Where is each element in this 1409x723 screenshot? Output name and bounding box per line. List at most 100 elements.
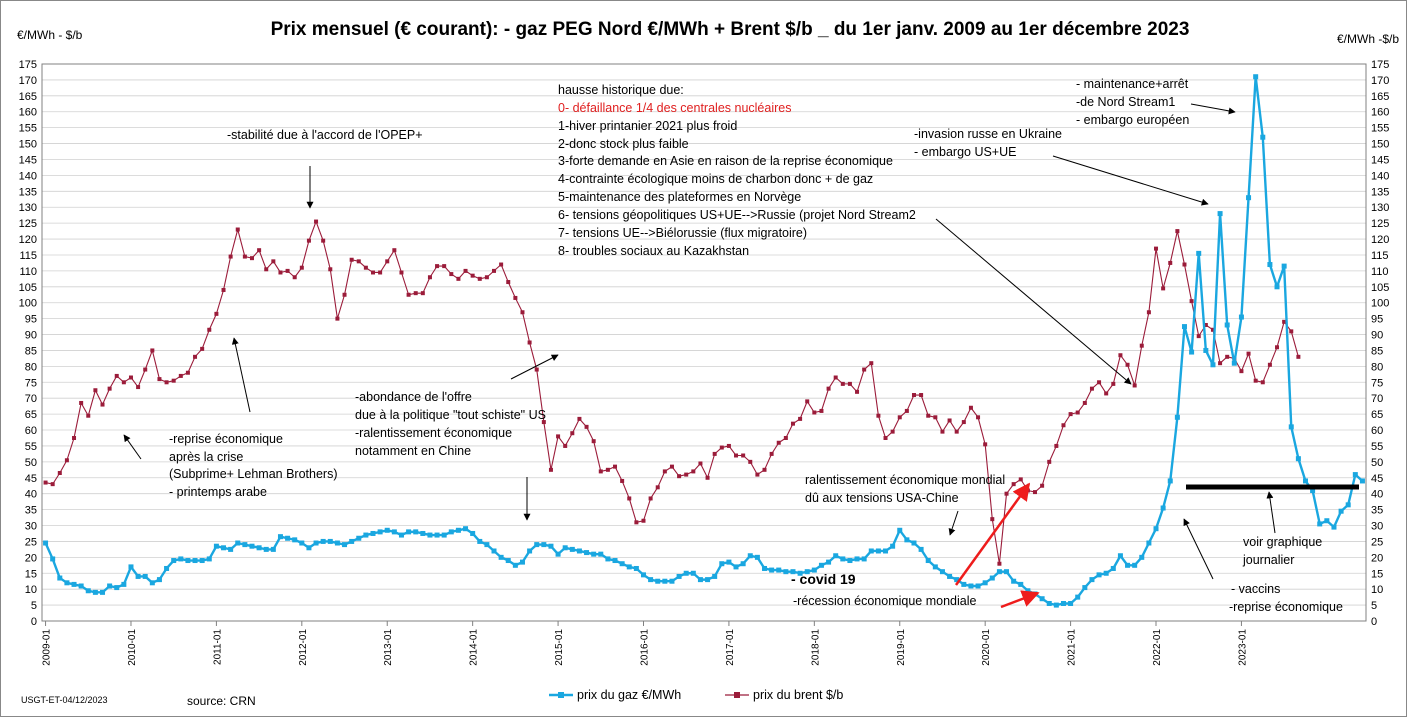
gas-series-point: [427, 532, 433, 538]
annotation-reprise-4: - printemps arabe: [169, 485, 267, 499]
gas-series-point: [519, 559, 525, 565]
y-tick-label-left: 35: [25, 505, 37, 517]
gas-series-point: [861, 556, 867, 562]
legend-gas-marker: [558, 692, 564, 698]
y-tick-label-left: 0: [31, 616, 37, 628]
gas-series-point: [996, 569, 1002, 575]
legend-gas-label: prix du gaz €/MWh: [577, 688, 681, 702]
brent-series-point: [712, 451, 717, 456]
gas-series-point: [370, 530, 376, 536]
brent-series-point: [413, 291, 418, 296]
gas-series-point: [413, 529, 419, 535]
gas-series-point: [270, 546, 276, 552]
brent-series-point: [314, 219, 319, 224]
brent-series-point: [1289, 329, 1294, 334]
x-tick-label: 2014-01: [469, 629, 480, 666]
annotation-voir-1: voir graphique: [1243, 535, 1322, 549]
brent-series-point: [968, 405, 973, 410]
gas-series-point: [1025, 588, 1031, 594]
gas-series-point: [562, 545, 568, 551]
brent-series-point: [1047, 459, 1052, 464]
gas-series-point: [769, 567, 775, 573]
brent-series-point: [378, 270, 383, 275]
gas-series-point: [569, 546, 575, 552]
gas-series-point: [491, 548, 497, 554]
y-tick-label-right: 5: [1371, 600, 1377, 612]
gas-series-point: [548, 543, 554, 549]
annotation-ukraine-2: - embargo US+UE: [914, 145, 1016, 159]
gas-series-point: [875, 548, 881, 554]
brent-series-point: [1075, 410, 1080, 415]
gas-series-point: [1210, 362, 1216, 368]
brent-series-point: [57, 471, 62, 475]
plot-area: [41, 63, 1367, 622]
gas-series-point: [1018, 581, 1024, 587]
gas-series-point: [1046, 600, 1052, 606]
brent-series-point: [285, 268, 290, 273]
y-tick-label-left: 115: [19, 250, 37, 262]
brent-series-point: [249, 256, 254, 261]
gas-series-point: [1203, 347, 1209, 353]
annotation-schiste-3: -ralentissement économique: [355, 426, 512, 440]
y-tick-label-right: 60: [1371, 425, 1383, 437]
brent-series-point: [826, 386, 831, 391]
brent-series-point: [157, 377, 162, 382]
y-tick-label-left: 135: [19, 186, 37, 198]
gas-series-point: [1132, 562, 1138, 568]
brent-series-point: [613, 464, 618, 469]
gas-series-point: [1167, 478, 1173, 484]
annotation-arrows: [123, 103, 1359, 609]
gas-series-point: [705, 577, 711, 583]
brent-series-point: [1111, 381, 1116, 386]
brent-series-point: [1004, 491, 1009, 496]
gas-series-point: [1082, 585, 1088, 591]
gas-series-point: [285, 535, 291, 541]
gas-series-point: [1089, 577, 1095, 583]
brent-series-point: [1118, 353, 1123, 358]
brent-series-point: [86, 413, 91, 418]
y-tick-label-right: 0: [1371, 616, 1377, 628]
y-tick-label-left: 25: [25, 536, 37, 548]
brent-series-point: [107, 386, 112, 391]
brent-series-point: [591, 439, 596, 444]
gas-series-point: [377, 529, 383, 535]
brent-series-point: [577, 416, 582, 421]
brent-series-point: [143, 367, 148, 372]
annotation-ukraine-1: -invasion russe en Ukraine: [914, 127, 1062, 141]
brent-series-point: [563, 443, 568, 448]
annotation-hausse-2: 2-donc stock plus faible: [558, 137, 689, 151]
brent-series-point: [449, 272, 454, 277]
brent-series-point: [136, 385, 141, 390]
gas-series-point: [498, 554, 504, 560]
gas-series-point: [149, 580, 155, 586]
gas-series-point: [100, 589, 106, 595]
brent-series-point: [1154, 246, 1159, 251]
brent-series-point: [1275, 345, 1280, 350]
y-tick-label-right: 150: [1371, 139, 1389, 151]
brent-series-point: [128, 375, 133, 380]
brent-series-point: [855, 389, 860, 394]
gas-series-point: [747, 553, 753, 559]
brent-series-point: [1161, 286, 1166, 291]
brent-series-point: [677, 474, 682, 479]
annotation-hausse-3: 3-forte demande en Asie en raison de la …: [558, 154, 893, 168]
brent-series-point: [570, 431, 575, 436]
brent-series-point: [805, 399, 810, 404]
gas-series-point: [925, 558, 931, 564]
gas-series-point: [669, 578, 675, 584]
annotation-nordstream-3: - embargo européen: [1076, 113, 1189, 127]
y-tick-label-left: 175: [19, 59, 37, 71]
gas-series-point: [242, 542, 248, 548]
brent-series-point: [463, 268, 468, 273]
gas-series-point: [1181, 324, 1187, 330]
gas-series-point: [78, 583, 84, 589]
y-tick-label-right: 90: [1371, 330, 1383, 342]
gas-series-point: [662, 578, 668, 584]
gas-series-point: [1317, 521, 1323, 527]
brent-series-point: [556, 434, 561, 439]
y-tick-label-right: 65: [1371, 409, 1383, 421]
gas-series-point: [1224, 322, 1230, 328]
brent-series-point: [627, 496, 632, 501]
brent-series-point: [919, 393, 924, 398]
